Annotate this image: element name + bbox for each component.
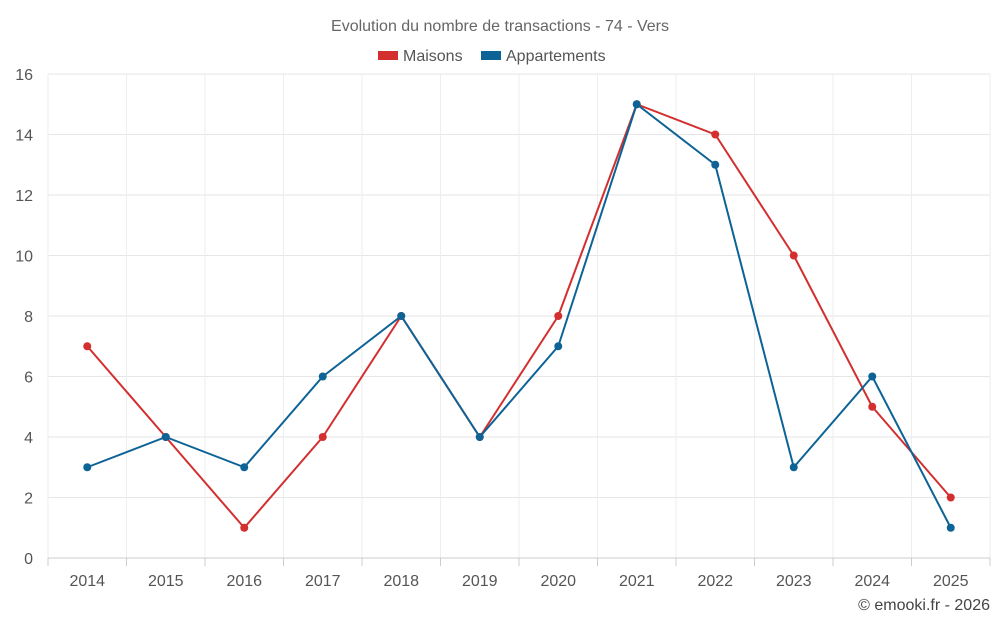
- chart-title: Evolution du nombre de transactions - 74…: [331, 18, 669, 35]
- x-tick-label: 2021: [619, 573, 655, 590]
- data-point-appartements[interactable]: [83, 463, 92, 472]
- y-tick-label: 12: [15, 188, 33, 205]
- legend-label-maisons: Maisons: [403, 48, 463, 65]
- y-tick-label: 6: [24, 370, 33, 387]
- x-axis-ticks: 2014 2015 2016 2017 2018 2019 2020 2021 2022 2023…: [69, 573, 968, 590]
- x-tick-label: 2024: [854, 573, 890, 590]
- x-tick-label: 2016: [226, 573, 262, 590]
- data-point-appartements[interactable]: [711, 160, 720, 169]
- data-point-maisons[interactable]: [868, 402, 877, 411]
- data-point-maisons[interactable]: [946, 493, 955, 502]
- data-point-appartements[interactable]: [789, 463, 798, 472]
- y-tick-label: 8: [24, 309, 33, 326]
- data-point-maisons[interactable]: [318, 433, 327, 441]
- y-tick-label: 4: [24, 430, 33, 447]
- x-tick-label: 2018: [383, 573, 419, 590]
- data-point-maisons[interactable]: [240, 523, 249, 532]
- data-point-maisons[interactable]: [789, 251, 798, 260]
- series-group: [83, 100, 955, 532]
- legend-item-maisons[interactable]: Maisons: [378, 48, 463, 65]
- y-tick-label: 10: [15, 249, 33, 266]
- x-tick-label: 2023: [776, 573, 812, 590]
- x-tick-label: 2020: [540, 573, 576, 590]
- series-appartements: [83, 100, 955, 532]
- x-tick-label: 2019: [462, 573, 498, 590]
- grid: [47, 73, 991, 558]
- x-tick-label: 2017: [305, 573, 341, 590]
- y-tick-label: 0: [24, 551, 33, 568]
- y-tick-label: 14: [15, 128, 33, 145]
- x-tick-label: 2014: [69, 573, 105, 590]
- x-tick-label: 2025: [933, 573, 969, 590]
- data-point-maisons[interactable]: [83, 342, 92, 351]
- data-point-appartements[interactable]: [161, 433, 170, 441]
- legend-swatch-maisons: [378, 51, 398, 60]
- x-tick-label: 2022: [697, 573, 733, 590]
- data-point-appartements[interactable]: [868, 372, 877, 381]
- y-axis-ticks: 0 2 4 6 8 10 12 14 16: [15, 67, 33, 568]
- data-point-appartements[interactable]: [475, 433, 484, 441]
- credit-text: © emooki.fr - 2026: [858, 597, 990, 614]
- data-point-appartements[interactable]: [946, 523, 955, 532]
- data-point-appartements[interactable]: [318, 372, 327, 381]
- data-point-appartements[interactable]: [397, 312, 406, 320]
- y-tick-label: 16: [15, 67, 33, 84]
- legend-item-appartements[interactable]: Appartements: [481, 48, 606, 65]
- series-line-maisons: [86, 103, 952, 529]
- data-point-maisons[interactable]: [554, 312, 563, 320]
- data-point-appartements[interactable]: [240, 463, 249, 472]
- series-line-appartements: [86, 103, 952, 529]
- legend: Maisons Appartements: [378, 48, 606, 65]
- y-tick-label: 2: [24, 491, 33, 508]
- axes: [47, 557, 991, 566]
- legend-label-appartements: Appartements: [506, 48, 606, 65]
- legend-swatch-appartements: [481, 51, 501, 60]
- data-point-maisons[interactable]: [711, 130, 720, 139]
- x-tick-label: 2015: [148, 573, 184, 590]
- data-point-appartements[interactable]: [632, 100, 641, 109]
- data-point-appartements[interactable]: [554, 342, 563, 351]
